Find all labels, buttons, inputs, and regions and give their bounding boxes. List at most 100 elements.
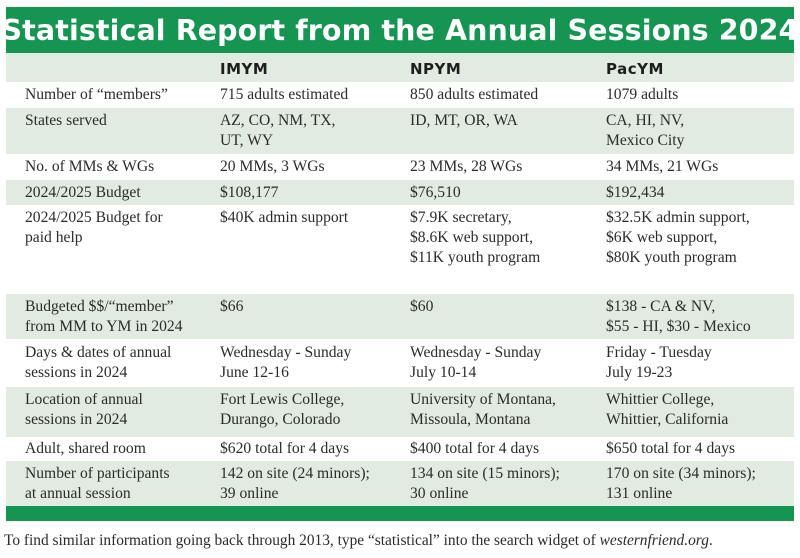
cell-line: 2024/2025 Budget [25,184,141,201]
imym-cell: AZ, CO, NM, TX, UT, WY [220,108,410,154]
pacym-cell: Friday - Tuesday July 19-23 [606,339,794,387]
bottom-bar [6,506,794,521]
pacym-cell: Whittier College, Whittier, California [606,387,794,437]
pacym-cell: $650 total for 4 days [606,437,794,461]
cell-line: $650 total for 4 days [606,440,736,457]
row-label: Days & dates of annual sessions in 2024 [6,339,220,387]
cell-line: from MM to YM in 2024 [25,318,183,335]
website-link[interactable]: westernfriend.org [599,532,709,549]
cell-line: 170 on site (34 minors); [606,465,756,482]
pacym-cell: 1079 adults [606,82,794,108]
npym-cell: $400 total for 4 days [410,437,606,461]
cell-line: Whittier College, [606,391,715,408]
cell-line: No. of MMs & WGs [25,158,155,175]
cell-line: $620 total for 4 days [220,440,350,457]
cell-line: States served [25,112,107,129]
footnote-text: To find similar information going back t… [4,532,600,549]
table-row: 2024/2025 Budget for paid help $40K admin … [6,205,794,294]
cell-line: Number of “members” [25,86,168,103]
imym-cell: 142 on site (24 minors); 39 online [220,461,410,506]
cell-line: 20 MMs, 3 WGs [220,158,325,175]
cell-line: 30 online [410,485,469,502]
cell-line: Wednesday - Sunday [220,344,352,361]
row-label: Adult, shared room [6,437,220,461]
cell-line: 23 MMs, 28 WGs [410,158,523,175]
cell-line: sessions in 2024 [25,364,128,381]
stats-table-body: Number of “members” 715 adults estimated 8… [6,82,794,506]
pacym-cell: $32.5K admin support, $6K web support, $80… [606,205,794,294]
cell-line: UT, WY [220,132,274,149]
cell-line: 1079 adults [606,86,679,103]
cell-line: sessions in 2024 [25,411,128,428]
npym-cell: Wednesday - Sunday July 10-14 [410,339,606,387]
cell-line: $192,434 [606,184,665,201]
cell-line: at annual session [25,485,131,502]
imym-cell: 715 adults estimated [220,82,410,108]
cell-line: Mexico City [606,132,685,149]
pacym-cell: 34 MMs, 21 WGs [606,154,794,180]
cell-line: Wednesday - Sunday [410,344,542,361]
cell-line: 131 online [606,485,673,502]
table-row: Location of annual sessions in 2024 Fort L… [6,387,794,437]
cell-line: AZ, CO, NM, TX, [220,112,336,129]
row-label: Number of “members” [6,82,220,108]
cell-line: $108,177 [220,184,279,201]
imym-cell: Fort Lewis College, Durango, Colorado [220,387,410,437]
pacym-cell: CA, HI, NV, Mexico City [606,108,794,154]
cell-line: July 19-23 [606,364,673,381]
report-title: Statistical Report from the Annual Sessi… [1,13,799,47]
cell-line: Days & dates of annual [25,344,172,361]
row-label: 2024/2025 Budget for paid help [6,205,220,294]
imym-cell: $66 [220,294,410,339]
stats-table: IMYM NPYM PacYM [6,53,794,82]
table-row: No. of MMs & WGs 20 MMs, 3 WGs 23 MMs, 28 … [6,154,794,180]
header-pacym: PacYM [606,60,664,78]
header-blank [6,53,220,82]
table-row: Days & dates of annual sessions in 2024 We… [6,339,794,387]
imym-cell: $108,177 [220,180,410,205]
report-panel: Statistical Report from the Annual Sessi… [2,7,798,521]
row-label: Location of annual sessions in 2024 [6,387,220,437]
npym-cell: $76,510 [410,180,606,205]
cell-line: July 10-14 [410,364,477,381]
pacym-cell: $192,434 [606,180,794,205]
cell-line: Whittier, California [606,411,729,428]
cell-line: $66 [220,298,244,315]
cell-line: $32.5K admin support, [606,209,750,226]
cell-line: 39 online [220,485,279,502]
cell-line: paid help [25,229,83,246]
table-row: Adult, shared room $620 total for 4 days $… [6,437,794,461]
cell-line: $11K youth program [410,249,541,266]
cell-line: 134 on site (15 minors); [410,465,560,482]
cell-line: $55 - HI, $30 - Mexico [606,318,751,335]
cell-line: $6K web support, [606,229,718,246]
header-imym: IMYM [220,60,269,78]
cell-line: $60 [410,298,434,315]
cell-line: $80K youth program [606,249,737,266]
pacym-cell: $138 - CA & NV, $55 - HI, $30 - Mexico [606,294,794,339]
table-header-row: IMYM NPYM PacYM [6,53,794,82]
table-row: Number of “members” 715 adults estimated 8… [6,82,794,108]
table-row: Number of participants at annual session 1… [6,461,794,506]
table-row: 2024/2025 Budget $108,177 $76,510 $192,434 [6,180,794,205]
cell-line: 2024/2025 Budget for [25,209,163,226]
title-bar: Statistical Report from the Annual Sessi… [2,7,798,53]
cell-line: University of Montana, [410,391,556,408]
imym-cell: $620 total for 4 days [220,437,410,461]
npym-cell: 850 adults estimated [410,82,606,108]
npym-cell: 134 on site (15 minors); 30 online [410,461,606,506]
cell-line: Budgeted $$/“member” [25,298,174,315]
cell-line: 142 on site (24 minors); [220,465,370,482]
npym-cell: University of Montana, Missoula, Montana [410,387,606,437]
cell-line: $8.6K web support, [410,229,534,246]
cell-line: Location of annual [25,391,143,408]
cell-line: Adult, shared room [25,440,146,457]
cell-line: 34 MMs, 21 WGs [606,158,719,175]
pacym-cell: 170 on site (34 minors); 131 online [606,461,794,506]
row-label: States served [6,108,220,154]
imym-cell: Wednesday - Sunday June 12-16 [220,339,410,387]
row-label: Budgeted $$/“member” from MM to YM in 202… [6,294,220,339]
cell-line: June 12-16 [220,364,289,381]
npym-cell: $60 [410,294,606,339]
cell-line: Durango, Colorado [220,411,341,428]
